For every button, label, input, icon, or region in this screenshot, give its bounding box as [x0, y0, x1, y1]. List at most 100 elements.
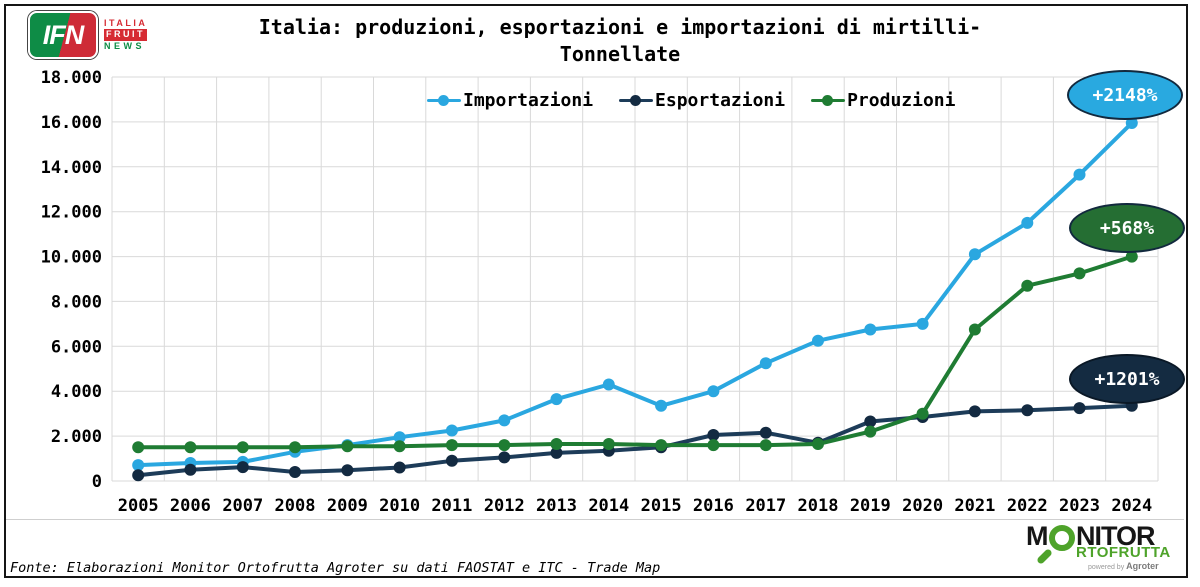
esportazioni-marker-icon	[619, 94, 654, 107]
svg-text:2012: 2012	[484, 496, 525, 516]
data-point	[550, 393, 563, 406]
x-axis-labels: 2005 2006 2007 2008 2009 2010 2011 2012 2013 2014…	[118, 496, 1153, 516]
data-point	[759, 426, 772, 439]
data-point	[1021, 279, 1034, 292]
data-point	[445, 424, 458, 437]
svg-text:2007: 2007	[222, 496, 263, 516]
data-point	[1073, 402, 1086, 415]
data-point	[812, 438, 824, 450]
produzioni-marker-icon	[811, 94, 846, 107]
chart-legend: Importazioni Esportazioni Produzioni	[427, 90, 955, 111]
data-point	[968, 323, 981, 336]
data-point	[968, 405, 981, 418]
data-point	[968, 248, 981, 261]
data-point	[289, 466, 301, 478]
data-point	[184, 463, 197, 476]
data-point	[655, 399, 668, 412]
ifn-wordmark: ITALIA FRUIT NEWS	[104, 18, 147, 52]
svg-text:2024: 2024	[1111, 496, 1152, 516]
ifn-badge-text: IFN	[42, 19, 84, 50]
legend-label-produzioni: Produzioni	[847, 90, 956, 111]
badge-produzioni-growth: +568%	[1069, 203, 1185, 253]
data-point	[602, 438, 615, 450]
magnifier-icon	[1049, 525, 1075, 551]
svg-text:2020: 2020	[902, 496, 943, 516]
svg-text:2010: 2010	[379, 496, 420, 516]
data-point	[812, 334, 824, 347]
data-point	[1021, 404, 1034, 417]
data-point	[864, 415, 877, 428]
data-point	[916, 407, 929, 420]
svg-text:6.000: 6.000	[51, 337, 102, 357]
data-point	[1073, 267, 1086, 280]
svg-text:2011: 2011	[431, 496, 472, 516]
svg-text:16.000: 16.000	[41, 113, 102, 133]
data-point	[864, 323, 877, 336]
data-point	[1125, 250, 1138, 263]
monitor-logo-powered-by: powered by Agroter	[1088, 561, 1159, 571]
data-point	[655, 439, 668, 452]
data-point	[445, 454, 458, 467]
data-point	[445, 439, 458, 452]
gridlines	[111, 76, 1159, 482]
svg-text:2021: 2021	[954, 496, 995, 516]
data-point	[602, 378, 615, 391]
ifn-italia-text: ITALIA	[104, 18, 148, 29]
svg-text:2016: 2016	[693, 496, 734, 516]
svg-text:2.000: 2.000	[51, 427, 102, 447]
data-point	[707, 385, 720, 398]
svg-text:2009: 2009	[327, 496, 368, 516]
monitor-logo-m: M	[1026, 521, 1048, 551]
data-point	[132, 441, 145, 454]
importazioni-marker-icon	[427, 94, 461, 107]
data-point	[864, 425, 877, 438]
badge-importazioni-growth: +2148%	[1067, 70, 1183, 120]
agroter-wordmark: Agroter	[1126, 561, 1159, 571]
svg-text:2019: 2019	[850, 496, 891, 516]
svg-text:2023: 2023	[1059, 496, 1100, 516]
svg-text:2015: 2015	[641, 496, 682, 516]
chart-title-line1: Italia: produzioni, esportazioni e impor…	[258, 15, 982, 39]
data-point	[759, 357, 772, 370]
svg-text:2014: 2014	[588, 496, 629, 516]
ifn-logo: IFN ITALIA FRUIT NEWS	[28, 11, 147, 59]
legend-label-esportazioni: Esportazioni	[655, 90, 786, 111]
svg-text:18.000: 18.000	[41, 68, 102, 88]
svg-text:2006: 2006	[170, 496, 211, 516]
svg-text:2005: 2005	[118, 496, 159, 516]
data-point	[393, 461, 406, 474]
svg-text:2017: 2017	[745, 496, 786, 516]
series-produzioni	[132, 250, 1138, 454]
svg-text:4.000: 4.000	[51, 382, 102, 402]
data-point	[236, 461, 249, 474]
data-point	[1073, 168, 1086, 181]
monitor-logo-ortofrutta: RTOFRUTTA	[1076, 544, 1171, 561]
ifn-news-text: NEWS	[104, 40, 145, 51]
data-point	[341, 440, 354, 453]
source-note: Fonte: Elaborazioni Monitor Ortofrutta A…	[10, 560, 661, 576]
svg-text:12.000: 12.000	[41, 203, 102, 223]
svg-text:0: 0	[92, 472, 102, 492]
ifn-fruit-text: FRUIT	[104, 29, 147, 41]
chart-title-line2: Tonnellate	[559, 42, 681, 66]
svg-text:8.000: 8.000	[51, 292, 102, 312]
data-point	[1021, 216, 1034, 229]
legend-item-produzioni: Produzioni	[811, 90, 955, 111]
data-point	[132, 459, 145, 472]
svg-text:10.000: 10.000	[41, 248, 102, 268]
ifn-badge-icon: IFN	[28, 11, 98, 59]
data-point	[393, 440, 406, 453]
data-point	[1125, 117, 1138, 129]
data-point	[236, 441, 249, 454]
badge-esportazioni-growth: +1201%	[1069, 354, 1185, 404]
svg-text:14.000: 14.000	[41, 158, 102, 178]
data-point	[341, 464, 354, 477]
data-point	[498, 414, 511, 427]
svg-text:2013: 2013	[536, 496, 577, 516]
page-border-frame	[4, 4, 1188, 578]
data-point	[550, 446, 563, 459]
monitor-logo-nitor: NITOR	[1076, 521, 1156, 551]
svg-text:2008: 2008	[275, 496, 316, 516]
data-point	[550, 438, 563, 450]
